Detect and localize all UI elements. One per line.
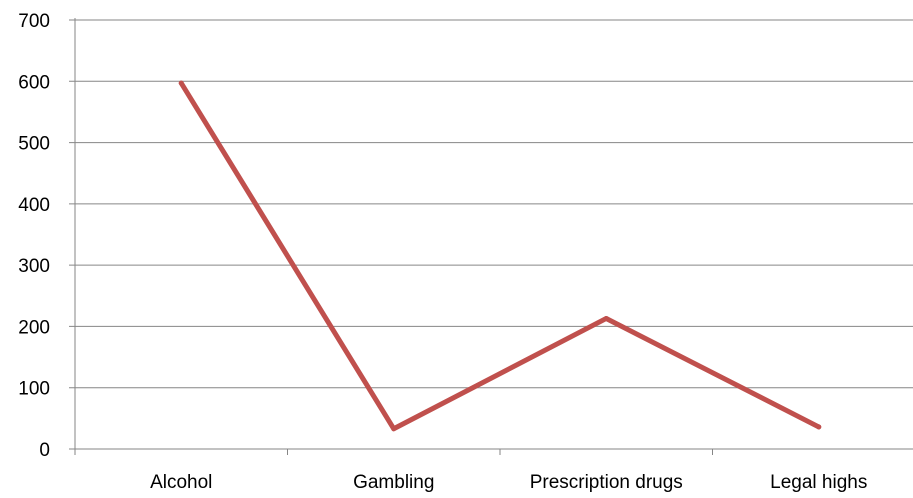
x-tick-label: Prescription drugs bbox=[530, 472, 683, 493]
x-axis-tick-labels: Alcohol Gambling Prescription drugs Legal h… bbox=[150, 472, 867, 493]
y-tick-label: 500 bbox=[18, 134, 50, 155]
data-point bbox=[178, 80, 184, 86]
y-tick-label: 300 bbox=[18, 256, 50, 277]
gridlines bbox=[69, 19, 913, 389]
y-axis-tick-labels: 0 100 200 300 400 500 600 700 bbox=[18, 11, 50, 461]
y-tick-label: 700 bbox=[18, 11, 50, 32]
x-tick-label: Legal highs bbox=[770, 472, 867, 493]
y-tick-label: 400 bbox=[18, 195, 50, 216]
axes bbox=[69, 18, 913, 455]
data-point bbox=[391, 426, 397, 432]
x-tick-label: Alcohol bbox=[150, 472, 212, 493]
series-line bbox=[178, 80, 822, 432]
y-tick-label: 600 bbox=[18, 72, 50, 93]
data-point bbox=[816, 424, 822, 430]
y-tick-label: 100 bbox=[18, 379, 50, 400]
y-tick-label: 0 bbox=[39, 440, 50, 461]
y-tick-label: 200 bbox=[18, 317, 50, 338]
data-point bbox=[603, 315, 609, 321]
x-tick-label: Gambling bbox=[353, 472, 434, 493]
series bbox=[178, 80, 822, 432]
